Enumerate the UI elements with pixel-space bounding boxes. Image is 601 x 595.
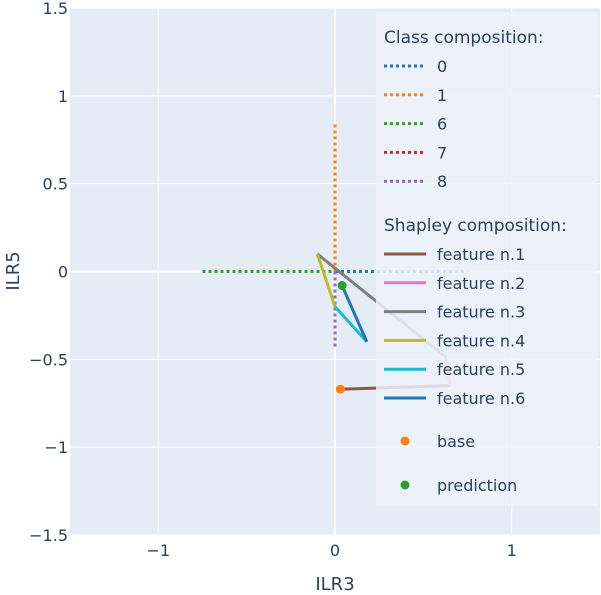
legend-swatch-base: [400, 436, 410, 446]
y-axis-title: ILR5: [3, 251, 24, 290]
x-axis-title: ILR3: [315, 574, 354, 595]
y-tick-label: −0.5: [29, 350, 68, 369]
legend-label-base: base: [437, 432, 475, 451]
legend-items: 0 1 6 7 8 feature n.1 feature n.2 feature n.3 fe…: [384, 57, 525, 495]
y-tick-label: 1.5: [43, 0, 68, 18]
legend-box: [376, 12, 598, 506]
y-tick-label: 1: [58, 87, 68, 106]
shapley-line-4: [315, 253, 337, 308]
legend-label-feature-2: feature n.2: [437, 274, 525, 293]
x-tick-label: 0: [330, 541, 340, 560]
x-tick-label: 1: [507, 541, 517, 560]
legend-title-shapley: Shapley composition:: [384, 216, 567, 236]
shapley-line-5: [333, 305, 368, 343]
prediction-marker: [337, 281, 347, 291]
legend-label-class-1: 1: [437, 86, 447, 105]
legend-label-class-0: 0: [437, 57, 447, 76]
y-tick-label: −1.5: [29, 526, 68, 545]
y-tick-label: 0: [58, 263, 68, 282]
x-tick-label: −1: [147, 541, 171, 560]
legend-label-prediction: prediction: [437, 476, 517, 495]
legend-swatch-prediction: [400, 480, 410, 490]
y-tick-labels: −1.5 −1 −0.5 0 0.5 1 1.5: [29, 0, 68, 545]
legend-label-class-7: 7: [437, 143, 447, 162]
legend: Class composition: Shapley composition: …: [376, 12, 598, 506]
legend-label-feature-4: feature n.4: [437, 331, 525, 350]
x-tick-labels: −1 0 1: [147, 541, 517, 560]
legend-label-feature-1: feature n.1: [437, 245, 525, 264]
legend-title-class: Class composition:: [384, 28, 544, 48]
shapley-line-6: [340, 284, 369, 343]
legend-label-feature-6: feature n.6: [437, 389, 525, 408]
legend-label-class-8: 8: [437, 172, 447, 191]
legend-label-class-6: 6: [437, 115, 447, 134]
y-tick-label: −1: [44, 438, 68, 457]
y-tick-label: 0.5: [43, 175, 68, 194]
legend-label-feature-3: feature n.3: [437, 303, 525, 322]
legend-label-feature-5: feature n.5: [437, 360, 525, 379]
markers: [335, 281, 347, 394]
base-marker: [335, 384, 345, 394]
